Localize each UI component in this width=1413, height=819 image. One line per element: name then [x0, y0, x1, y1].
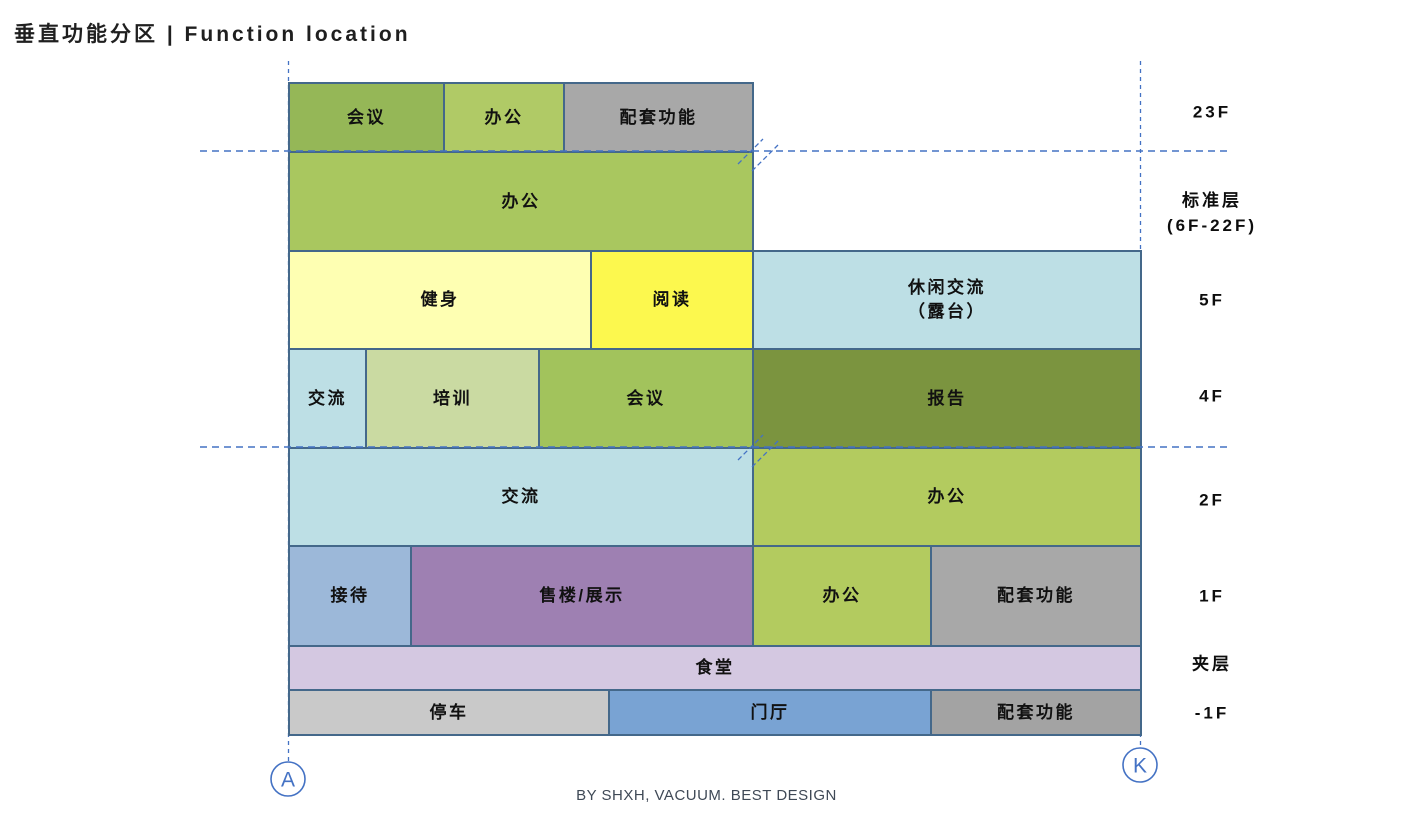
- block-office: 办公: [752, 447, 1142, 547]
- block-canteen: 食堂: [288, 645, 1142, 691]
- floor-label-standard-6f-22f: 标准层 (6F-22F): [1166, 191, 1258, 235]
- block-reading: 阅读: [590, 250, 754, 350]
- block-support: 配套功能: [930, 689, 1142, 736]
- block-exchange: 交流: [288, 447, 754, 547]
- block-label: 交流: [308, 388, 347, 408]
- block-label: 休闲交流: [908, 278, 986, 297]
- grid-marker-k-label: K: [1133, 755, 1147, 778]
- block-label: 报告: [927, 388, 967, 408]
- block-label: 食堂: [695, 658, 735, 677]
- block-label: 配套功能: [997, 586, 1075, 605]
- page-title: 垂直功能分区 | Function location: [14, 23, 411, 46]
- block-support: 配套功能: [930, 545, 1142, 647]
- block-label: 办公: [822, 586, 862, 605]
- block-label: 阅读: [652, 290, 692, 309]
- block-label: 停车: [429, 702, 469, 722]
- break-mark-lower: [737, 434, 779, 468]
- floor-label-mezzanine: 夹层: [1192, 654, 1232, 674]
- grid-marker-k: K: [1122, 747, 1158, 783]
- credit-text: BY SHXH, VACUUM. BEST DESIGN: [576, 787, 837, 804]
- block-label: 办公: [927, 487, 967, 506]
- floor-label-23f: 23F: [1192, 102, 1232, 122]
- block-parking: 停车: [288, 689, 610, 736]
- floor-label-minus-1f: -1F: [1194, 703, 1230, 723]
- block-meeting: 会议: [288, 82, 445, 153]
- block-label: （露台）: [908, 302, 986, 321]
- block-label: 门厅: [750, 702, 790, 722]
- floor-label-4f: 4F: [1199, 386, 1225, 406]
- block-label: 配套功能: [997, 702, 1075, 722]
- grid-marker-a-label: A: [281, 769, 295, 792]
- block-leisure-terrace: 休闲交流 （露台）: [752, 250, 1142, 350]
- block-report: 报告: [752, 348, 1142, 449]
- block-label: 售楼/展示: [539, 586, 625, 605]
- block-label: 接待: [330, 586, 370, 605]
- block-lobby: 门厅: [608, 689, 932, 736]
- block-label: 会议: [347, 107, 386, 127]
- block-label: 办公: [501, 191, 541, 211]
- block-office: 办公: [443, 82, 565, 153]
- floor-label-2f: 2F: [1199, 490, 1225, 510]
- block-training: 培训: [365, 348, 540, 449]
- floor-label-1f: 1F: [1199, 586, 1225, 606]
- block-label: 办公: [484, 107, 524, 127]
- grid-marker-a: A: [270, 761, 306, 797]
- block-meeting: 会议: [538, 348, 754, 449]
- block-reception: 接待: [288, 545, 412, 647]
- block-label: 配套功能: [619, 107, 698, 127]
- block-label: 会议: [626, 388, 666, 408]
- block-label: 交流: [501, 487, 541, 506]
- block-office: 办公: [752, 545, 932, 647]
- floor-label-5f: 5F: [1199, 290, 1225, 310]
- block-label: 健身: [420, 290, 460, 309]
- block-label: 培训: [433, 388, 472, 408]
- break-mark-upper: [737, 138, 779, 172]
